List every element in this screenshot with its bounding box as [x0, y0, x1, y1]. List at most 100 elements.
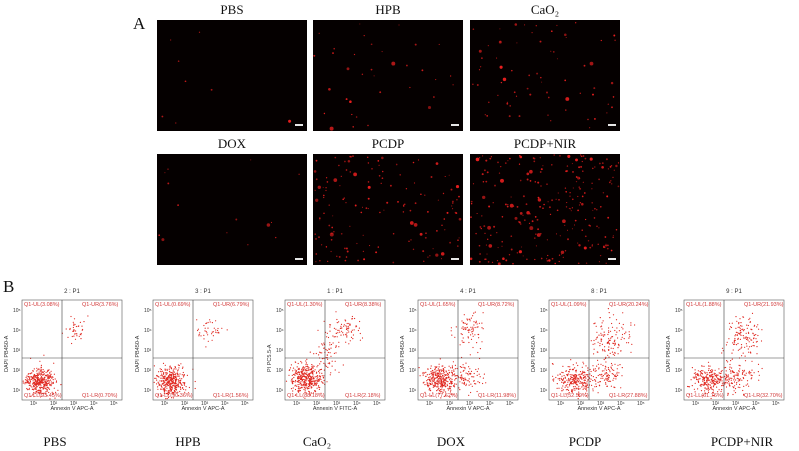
event-dot [325, 365, 327, 367]
event-dot [338, 321, 340, 323]
cell-dot [575, 158, 578, 162]
event-dot [316, 387, 318, 389]
cell-dot [547, 96, 550, 99]
event-dot [182, 382, 184, 384]
event-dot [582, 383, 584, 385]
cell-dot [504, 162, 507, 164]
event-dot [556, 383, 558, 385]
event-dot [607, 378, 609, 380]
quadrant-ur-label: Q1-UR(3.76%) [82, 302, 119, 308]
event-dot [439, 393, 441, 395]
event-dot [162, 376, 164, 379]
event-dot [688, 386, 690, 388]
event-dot [439, 380, 441, 382]
event-dot [67, 336, 69, 338]
event-dot [72, 330, 74, 332]
event-dot [706, 381, 708, 384]
event-dot [561, 379, 564, 381]
cell-dot [542, 207, 544, 210]
event-dot [298, 386, 300, 388]
flow-plot-caption: PCDP [568, 434, 602, 449]
event-dot [428, 376, 430, 379]
event-dot [298, 380, 300, 382]
cell-dot [591, 245, 593, 247]
quadrant-ur-label: Q1-UR(8.72%) [478, 302, 515, 308]
event-dot [731, 358, 733, 360]
event-dot [740, 325, 742, 327]
cell-dot [392, 232, 395, 235]
event-dot [717, 391, 719, 393]
event-dot [226, 329, 228, 331]
event-dot [464, 366, 466, 369]
event-dot [579, 381, 581, 383]
event-dot [31, 386, 33, 388]
event-dot [605, 377, 607, 379]
event-dot [207, 321, 209, 324]
cell-dot [588, 127, 591, 129]
event-dot [462, 326, 464, 328]
cell-dot [539, 171, 542, 173]
cell-dot [496, 260, 499, 262]
event-dot [725, 380, 727, 382]
event-dot [168, 384, 171, 386]
cell-dot [496, 232, 498, 234]
event-dot [212, 335, 214, 337]
event-dot [43, 380, 45, 382]
event-dot [757, 324, 759, 326]
event-dot [47, 371, 49, 373]
event-dot [482, 328, 484, 330]
cell-dot [424, 236, 427, 239]
event-dot [304, 381, 306, 383]
cell-dot [599, 162, 601, 165]
cell-dot [565, 36, 567, 39]
cell-dot [549, 213, 552, 216]
cell-dot [328, 87, 331, 91]
cell-dot [380, 156, 384, 160]
event-dot [29, 377, 31, 379]
event-dot [177, 382, 179, 384]
event-dot [463, 327, 465, 329]
cell-dot [534, 181, 537, 183]
event-dot [427, 385, 429, 387]
event-dot [73, 329, 75, 331]
event-dot [743, 369, 745, 371]
event-dot [451, 334, 453, 336]
event-dot [78, 335, 80, 337]
event-dot [468, 318, 470, 320]
event-dot [166, 376, 169, 378]
event-dot [31, 388, 33, 390]
micrograph-dots [161, 31, 292, 124]
event-dot [319, 369, 321, 371]
event-dot [340, 325, 342, 327]
event-dot [727, 376, 729, 378]
event-dot [621, 367, 623, 369]
event-dot [470, 370, 473, 372]
event-dot [700, 372, 702, 374]
cell-dot [167, 168, 169, 170]
event-dot [735, 383, 738, 385]
micrograph-label: CaO₂ [530, 2, 560, 17]
event-dot [32, 375, 35, 377]
event-dot [298, 371, 300, 373]
event-dot [199, 332, 201, 334]
event-dot [728, 322, 731, 324]
quadrant-ul-label: Q1-UL(3.08%) [24, 302, 60, 308]
cell-dot [553, 51, 555, 53]
event-dot [467, 380, 469, 382]
event-dot [45, 371, 47, 373]
micrograph-dots [313, 155, 462, 264]
event-dot [314, 379, 316, 381]
event-dot [450, 383, 453, 385]
event-dot [704, 372, 706, 374]
event-dot [445, 378, 447, 380]
event-dot [180, 383, 182, 385]
quadrant-lr-label: Q1-LR(11.98%) [478, 393, 517, 399]
y-tick-label: 10⁴ [540, 328, 548, 334]
event-dot [211, 333, 213, 335]
event-dot [581, 373, 583, 375]
event-dot [74, 333, 76, 335]
event-dot [164, 379, 166, 381]
event-dot [596, 365, 598, 367]
event-dot [321, 372, 323, 374]
event-dot [442, 380, 444, 383]
